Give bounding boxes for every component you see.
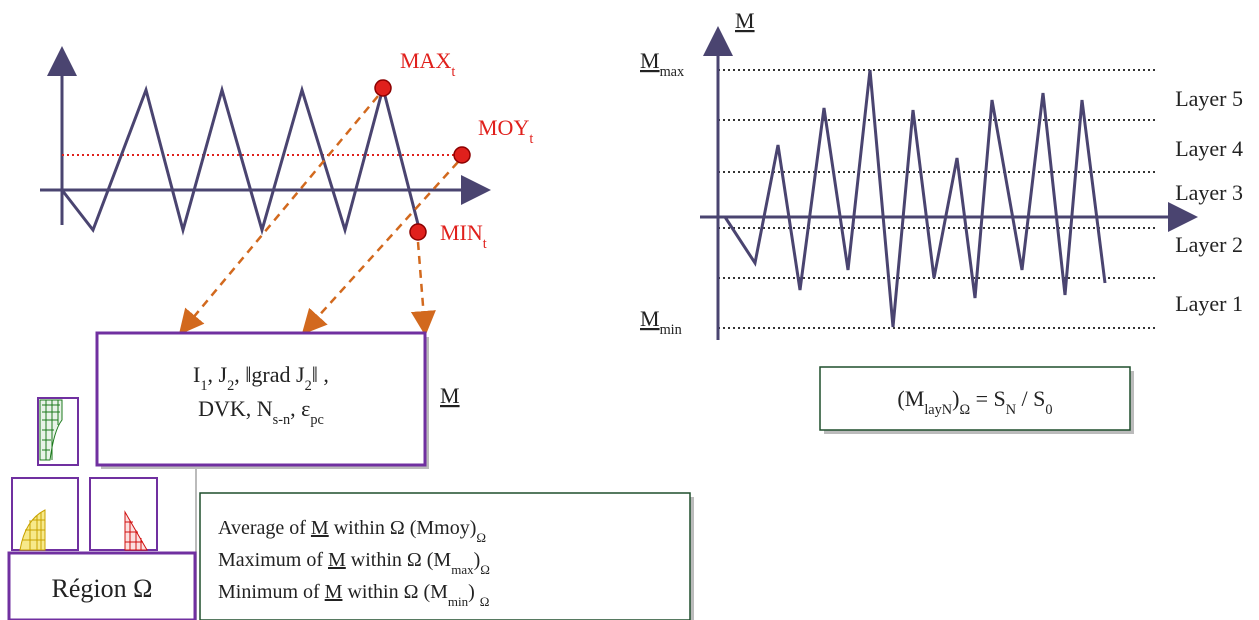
text-run: , J bbox=[208, 362, 228, 387]
max-point bbox=[375, 80, 391, 96]
underlined: M bbox=[325, 581, 343, 603]
subscript: s-n bbox=[273, 412, 290, 428]
underlined: M bbox=[328, 549, 346, 571]
right-plot: M Mmax Mmin Layer 5 Layer 4 Layer 3 Layer 2… bbox=[640, 8, 1243, 340]
subscript: t bbox=[451, 64, 455, 80]
subscript: Ω bbox=[480, 562, 490, 577]
subscript: 1 bbox=[200, 378, 207, 394]
text-run: DVK, N bbox=[198, 396, 273, 421]
subscript: max bbox=[660, 64, 685, 80]
layer-label: Layer 3 bbox=[1175, 180, 1243, 205]
subscript: min bbox=[448, 594, 469, 609]
min-point bbox=[410, 224, 426, 240]
layer-label: Layer 2 bbox=[1175, 232, 1243, 257]
text-run: MAX bbox=[400, 48, 451, 73]
text-run: I bbox=[193, 362, 200, 387]
min-label: Mmin bbox=[640, 306, 682, 338]
region-label: Région Ω bbox=[52, 574, 153, 603]
arrow bbox=[418, 242, 425, 331]
layer-label: Layer 5 bbox=[1175, 86, 1243, 111]
text-run: , ε bbox=[290, 396, 310, 421]
text-run: MIN bbox=[440, 220, 483, 245]
subscript: Ω bbox=[476, 530, 486, 545]
subscript: 2 bbox=[227, 378, 234, 394]
moy-label: MOYt bbox=[478, 115, 533, 147]
subscript: t bbox=[529, 131, 533, 147]
text-run: Maximum of bbox=[218, 549, 328, 571]
subscript: layN bbox=[924, 402, 952, 418]
signal bbox=[725, 70, 1105, 327]
text-run: ‖ , bbox=[312, 362, 329, 387]
underlined: M bbox=[640, 48, 660, 73]
axis-label: M bbox=[735, 8, 755, 33]
max-label: MAXt bbox=[400, 48, 455, 80]
arrow bbox=[305, 162, 458, 331]
subscript: 2 bbox=[305, 378, 312, 394]
text-run: within Ω (M bbox=[342, 581, 448, 603]
subscript: pc bbox=[310, 412, 324, 428]
thumb bbox=[90, 478, 157, 550]
text-run: ) bbox=[952, 386, 959, 411]
subscript: t bbox=[483, 236, 487, 252]
subscript: Ω bbox=[959, 402, 970, 418]
text-run: ) bbox=[474, 549, 481, 571]
layer-label: Layer 1 bbox=[1175, 291, 1243, 316]
subscript: N bbox=[1006, 402, 1016, 418]
subscript: max bbox=[451, 562, 474, 577]
underlined: M bbox=[440, 383, 460, 408]
text-run: / S bbox=[1016, 386, 1045, 411]
subscript: Ω bbox=[480, 594, 490, 609]
left-plot: MAXt MOYt MINt bbox=[40, 48, 533, 331]
text-run: (M bbox=[897, 386, 924, 411]
text-run: = S bbox=[970, 386, 1006, 411]
underlined: M bbox=[640, 306, 660, 331]
max-label: Mmax bbox=[640, 48, 684, 80]
metric-symbol: M bbox=[440, 383, 460, 408]
moy-point bbox=[454, 147, 470, 163]
underlined: M bbox=[735, 8, 755, 33]
text-run: Average of bbox=[218, 517, 311, 539]
subscript: 0 bbox=[1045, 402, 1052, 418]
text-run: ) bbox=[468, 581, 480, 603]
text-run: within Ω (M bbox=[346, 549, 452, 571]
subscript: min bbox=[660, 322, 682, 338]
layer-label: Layer 4 bbox=[1175, 136, 1243, 161]
min-label: MINt bbox=[440, 220, 487, 252]
underlined: M bbox=[311, 517, 329, 539]
text-run: Minimum of bbox=[218, 581, 325, 603]
text-run: MOY bbox=[478, 115, 529, 140]
diagram: MAXt MOYt MINt I1, J2, ‖grad J2‖ , DVK, … bbox=[0, 0, 1259, 620]
text-run: , ‖grad J bbox=[234, 362, 305, 387]
text-run: within Ω (Mmoy) bbox=[329, 517, 477, 539]
